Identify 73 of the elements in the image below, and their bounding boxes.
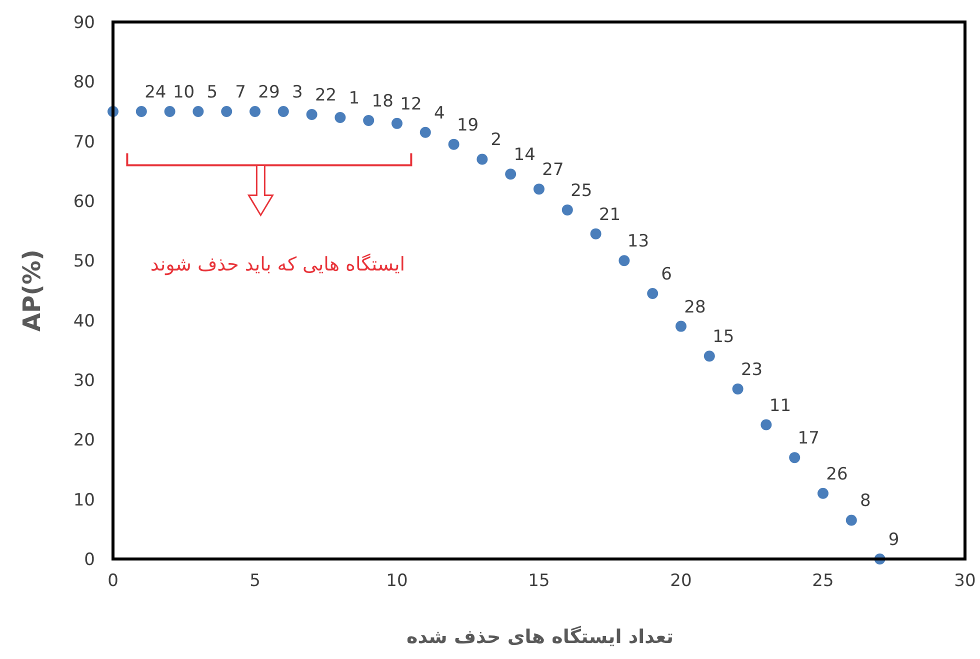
x-tick-label: 15 <box>528 571 550 591</box>
y-tick-label: 20 <box>73 430 95 451</box>
annotation: 19 <box>456 115 479 136</box>
annotation: 3 <box>292 82 303 102</box>
annotation: 15 <box>712 327 734 348</box>
point <box>534 184 544 195</box>
annotation: 18 <box>372 91 394 112</box>
point <box>562 204 573 216</box>
annotation: 4 <box>434 103 445 124</box>
point <box>818 488 828 499</box>
annotation: ایستگاه هایی که باید حذف شوند <box>150 252 406 276</box>
y-tick-label: 50 <box>73 252 95 272</box>
point <box>221 106 232 117</box>
annotation: 11 <box>769 396 792 416</box>
annotation: 6 <box>661 264 672 284</box>
annotation: 13 <box>627 232 650 252</box>
annotation: 26 <box>826 464 848 484</box>
y-tick-label: 30 <box>73 371 95 391</box>
point <box>846 514 857 526</box>
annotation: 21 <box>598 204 621 225</box>
point <box>420 126 431 138</box>
x-tick-label: 5 <box>250 571 260 591</box>
annotation: 25 <box>570 180 592 201</box>
point <box>732 383 744 394</box>
point <box>760 419 772 430</box>
y-tick-label: 70 <box>73 132 95 152</box>
point <box>647 288 658 299</box>
point <box>136 106 147 117</box>
y-axis-title: AP(%) <box>18 249 46 332</box>
x-tick-label: 30 <box>954 571 976 591</box>
annotation: 12 <box>400 94 422 114</box>
point <box>590 228 602 240</box>
point <box>363 114 374 126</box>
annotation: 23 <box>740 360 763 380</box>
x-tick-label: 0 <box>108 571 118 591</box>
point <box>476 154 488 165</box>
point <box>334 112 346 123</box>
y-tick-label: 90 <box>73 13 95 33</box>
annotation: 9 <box>888 530 900 550</box>
point <box>618 255 630 266</box>
point <box>392 118 402 129</box>
annotation: 8 <box>860 491 871 512</box>
x-tick-label: 25 <box>812 571 834 591</box>
annotation: 27 <box>542 160 564 180</box>
annotation: 29 <box>258 82 280 102</box>
point <box>505 168 516 180</box>
annotation: 5 <box>206 82 218 102</box>
point <box>306 108 318 120</box>
point <box>192 106 204 117</box>
point <box>676 320 686 332</box>
x-tick-label: 10 <box>386 571 408 591</box>
point <box>164 106 176 117</box>
annotation: 1 <box>348 88 360 108</box>
y-tick-label: 60 <box>73 192 95 212</box>
annotation: 10 <box>172 82 195 102</box>
point <box>278 106 289 117</box>
y-tick-label: 10 <box>73 490 95 510</box>
annotation: 14 <box>514 145 536 166</box>
x-tick-label: 20 <box>670 571 692 591</box>
annotation: 7 <box>235 82 246 102</box>
annotation: 22 <box>314 85 337 106</box>
annotation: 2 <box>490 130 502 150</box>
annotation: 17 <box>798 428 820 449</box>
point <box>704 350 715 362</box>
y-tick-label: 40 <box>73 311 95 332</box>
point <box>250 106 260 117</box>
y-tick-label: 0 <box>84 550 95 570</box>
point <box>789 452 800 464</box>
x-axis-title: تعداد ایستگاه های حذف شده <box>406 625 674 648</box>
y-tick-label: 80 <box>73 72 95 93</box>
annotation: 28 <box>684 297 706 318</box>
annotation: 24 <box>144 82 166 102</box>
point <box>448 138 460 150</box>
